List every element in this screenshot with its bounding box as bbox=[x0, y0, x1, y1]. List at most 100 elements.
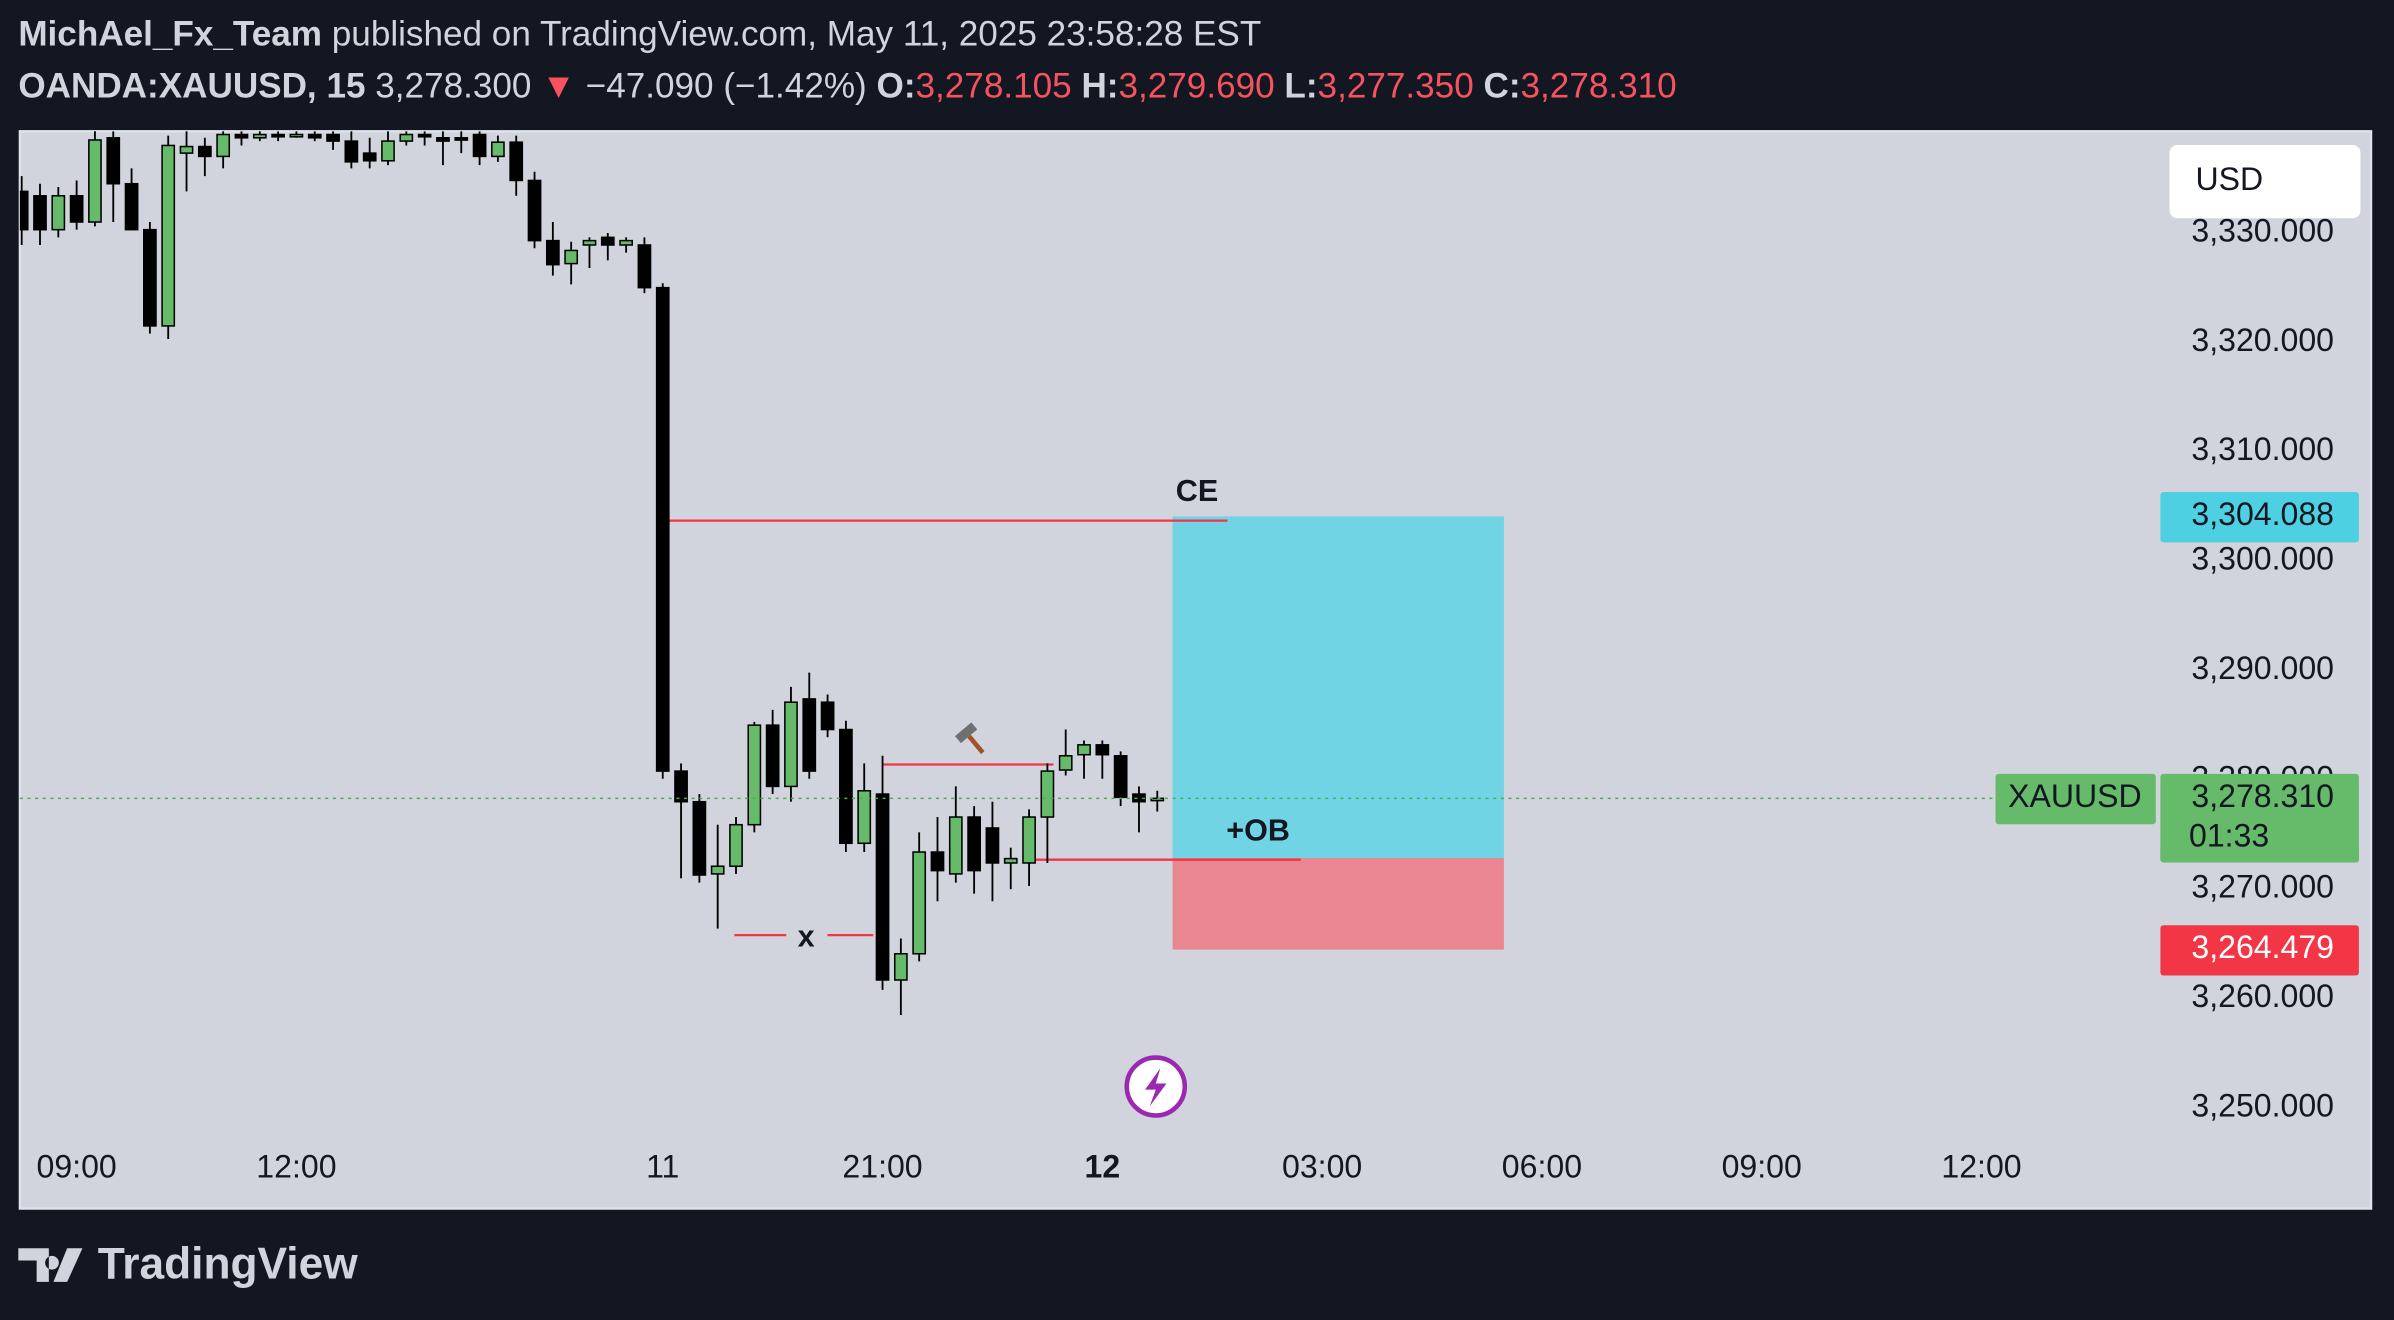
x-tick-label: 06:00 bbox=[1502, 1148, 1582, 1184]
candle-body bbox=[710, 865, 725, 875]
author: MichAel_Fx_Team bbox=[18, 15, 322, 54]
candle-body bbox=[19, 190, 29, 231]
hammer-head bbox=[954, 722, 978, 744]
ohlc-label: O: bbox=[877, 67, 916, 106]
last-price-label: 3,278.310 bbox=[2191, 778, 2334, 814]
countdown-label: 01:33 bbox=[2189, 817, 2269, 853]
ohlc-value: 3,279.690 bbox=[1118, 67, 1274, 106]
candle-body bbox=[106, 137, 121, 185]
ohlc-value: 3,277.350 bbox=[1318, 67, 1474, 106]
stop-price-label: 3,264.479 bbox=[2191, 929, 2334, 965]
candle-body bbox=[179, 145, 194, 154]
currency-label: USD bbox=[2196, 161, 2264, 197]
candle-body bbox=[655, 286, 670, 772]
hammer-handle bbox=[967, 734, 985, 755]
candle-body bbox=[674, 770, 688, 803]
ohlc-label: C: bbox=[1483, 67, 1520, 106]
candle-body bbox=[564, 249, 579, 265]
x-tick-label: 12:00 bbox=[1941, 1148, 2021, 1184]
candle-body bbox=[820, 701, 835, 731]
candle-body bbox=[454, 137, 469, 141]
annotation-label: +OB bbox=[1226, 813, 1290, 847]
candle-body bbox=[1022, 816, 1036, 864]
last-price: 3,278.300 bbox=[375, 67, 531, 106]
candle-body bbox=[637, 244, 652, 289]
candle-body bbox=[399, 133, 414, 142]
candle-body bbox=[600, 236, 615, 246]
candle-body bbox=[1003, 857, 1018, 864]
change-arrow: ▼ bbox=[541, 67, 576, 106]
y-tick-label: 3,250.000 bbox=[2191, 1087, 2334, 1123]
candle-body bbox=[362, 152, 377, 162]
candle-body bbox=[51, 195, 66, 231]
candle-body bbox=[252, 133, 267, 139]
lightning-bolt bbox=[1145, 1068, 1167, 1107]
stop-zone bbox=[1172, 858, 1504, 950]
header-line-1: MichAel_Fx_Team published on TradingView… bbox=[18, 15, 1261, 54]
candle-body bbox=[381, 140, 395, 162]
candle-body bbox=[545, 239, 560, 266]
candle-body bbox=[436, 137, 450, 142]
candle-body bbox=[124, 182, 139, 231]
candle-body bbox=[216, 133, 231, 158]
change: −47.090 (−1.42%) bbox=[586, 67, 867, 106]
y-tick-label: 3,260.000 bbox=[2191, 978, 2334, 1014]
candle-body bbox=[326, 133, 340, 142]
brand: TradingView bbox=[98, 1239, 358, 1288]
candle-body bbox=[765, 724, 780, 788]
y-tick-label: 3,290.000 bbox=[2191, 650, 2334, 686]
candle-body bbox=[967, 816, 981, 872]
candle-body bbox=[839, 728, 853, 845]
ohlc-label: H: bbox=[1081, 67, 1118, 106]
candle-body bbox=[1040, 770, 1055, 818]
x-tick-label: 12 bbox=[1085, 1148, 1121, 1184]
target-zone bbox=[1172, 516, 1504, 859]
candle-body bbox=[930, 851, 945, 872]
x-tick-label: 09:00 bbox=[1722, 1148, 1802, 1184]
candle-body bbox=[491, 141, 505, 158]
symbol-box bbox=[1995, 773, 2156, 825]
candle-body bbox=[1150, 797, 1165, 802]
y-tick-label: 3,320.000 bbox=[2191, 322, 2334, 358]
x-tick-label: 11 bbox=[646, 1148, 679, 1184]
candle-body bbox=[729, 823, 743, 868]
x-tick-label: 21:00 bbox=[842, 1148, 922, 1184]
candle-body bbox=[69, 195, 84, 223]
candle-body bbox=[747, 724, 762, 826]
candle-body bbox=[1058, 755, 1073, 771]
candle-body bbox=[33, 195, 47, 231]
candle-body bbox=[197, 145, 212, 158]
annotation-label: x bbox=[798, 919, 815, 953]
candle-body bbox=[692, 800, 707, 876]
candle-body bbox=[472, 133, 487, 158]
tradingview-logo: TradingView bbox=[18, 1239, 358, 1288]
candle-body bbox=[289, 133, 304, 138]
published: published on TradingView.com, May 11, 20… bbox=[332, 15, 1262, 54]
last-price-box bbox=[2160, 773, 2359, 863]
candle-body bbox=[143, 228, 157, 327]
annotation-label: CE bbox=[1176, 474, 1218, 508]
candle-body bbox=[582, 239, 597, 246]
candle-body bbox=[88, 139, 102, 223]
candle-body bbox=[857, 790, 872, 845]
target-price-box bbox=[2160, 491, 2359, 543]
candle-body bbox=[417, 133, 432, 138]
candle-body bbox=[509, 141, 524, 182]
currency-box bbox=[2169, 144, 2361, 219]
ohlc-value: 3,278.310 bbox=[1521, 67, 1677, 106]
candle-body bbox=[307, 133, 322, 139]
symbol-label: XAUUSD bbox=[2008, 778, 2142, 814]
y-tick-label: 3,330.000 bbox=[2191, 212, 2334, 248]
x-tick-label: 12:00 bbox=[256, 1148, 336, 1184]
candle-body bbox=[875, 793, 890, 981]
candle-body bbox=[802, 698, 817, 772]
candle-body bbox=[161, 144, 176, 327]
candle-body bbox=[1077, 744, 1091, 756]
x-tick-label: 09:00 bbox=[37, 1148, 117, 1184]
candle-body bbox=[619, 239, 633, 246]
candle-body bbox=[344, 140, 359, 163]
ohlc-label: L: bbox=[1284, 67, 1317, 106]
y-tick-label: 3,270.000 bbox=[2191, 869, 2334, 905]
